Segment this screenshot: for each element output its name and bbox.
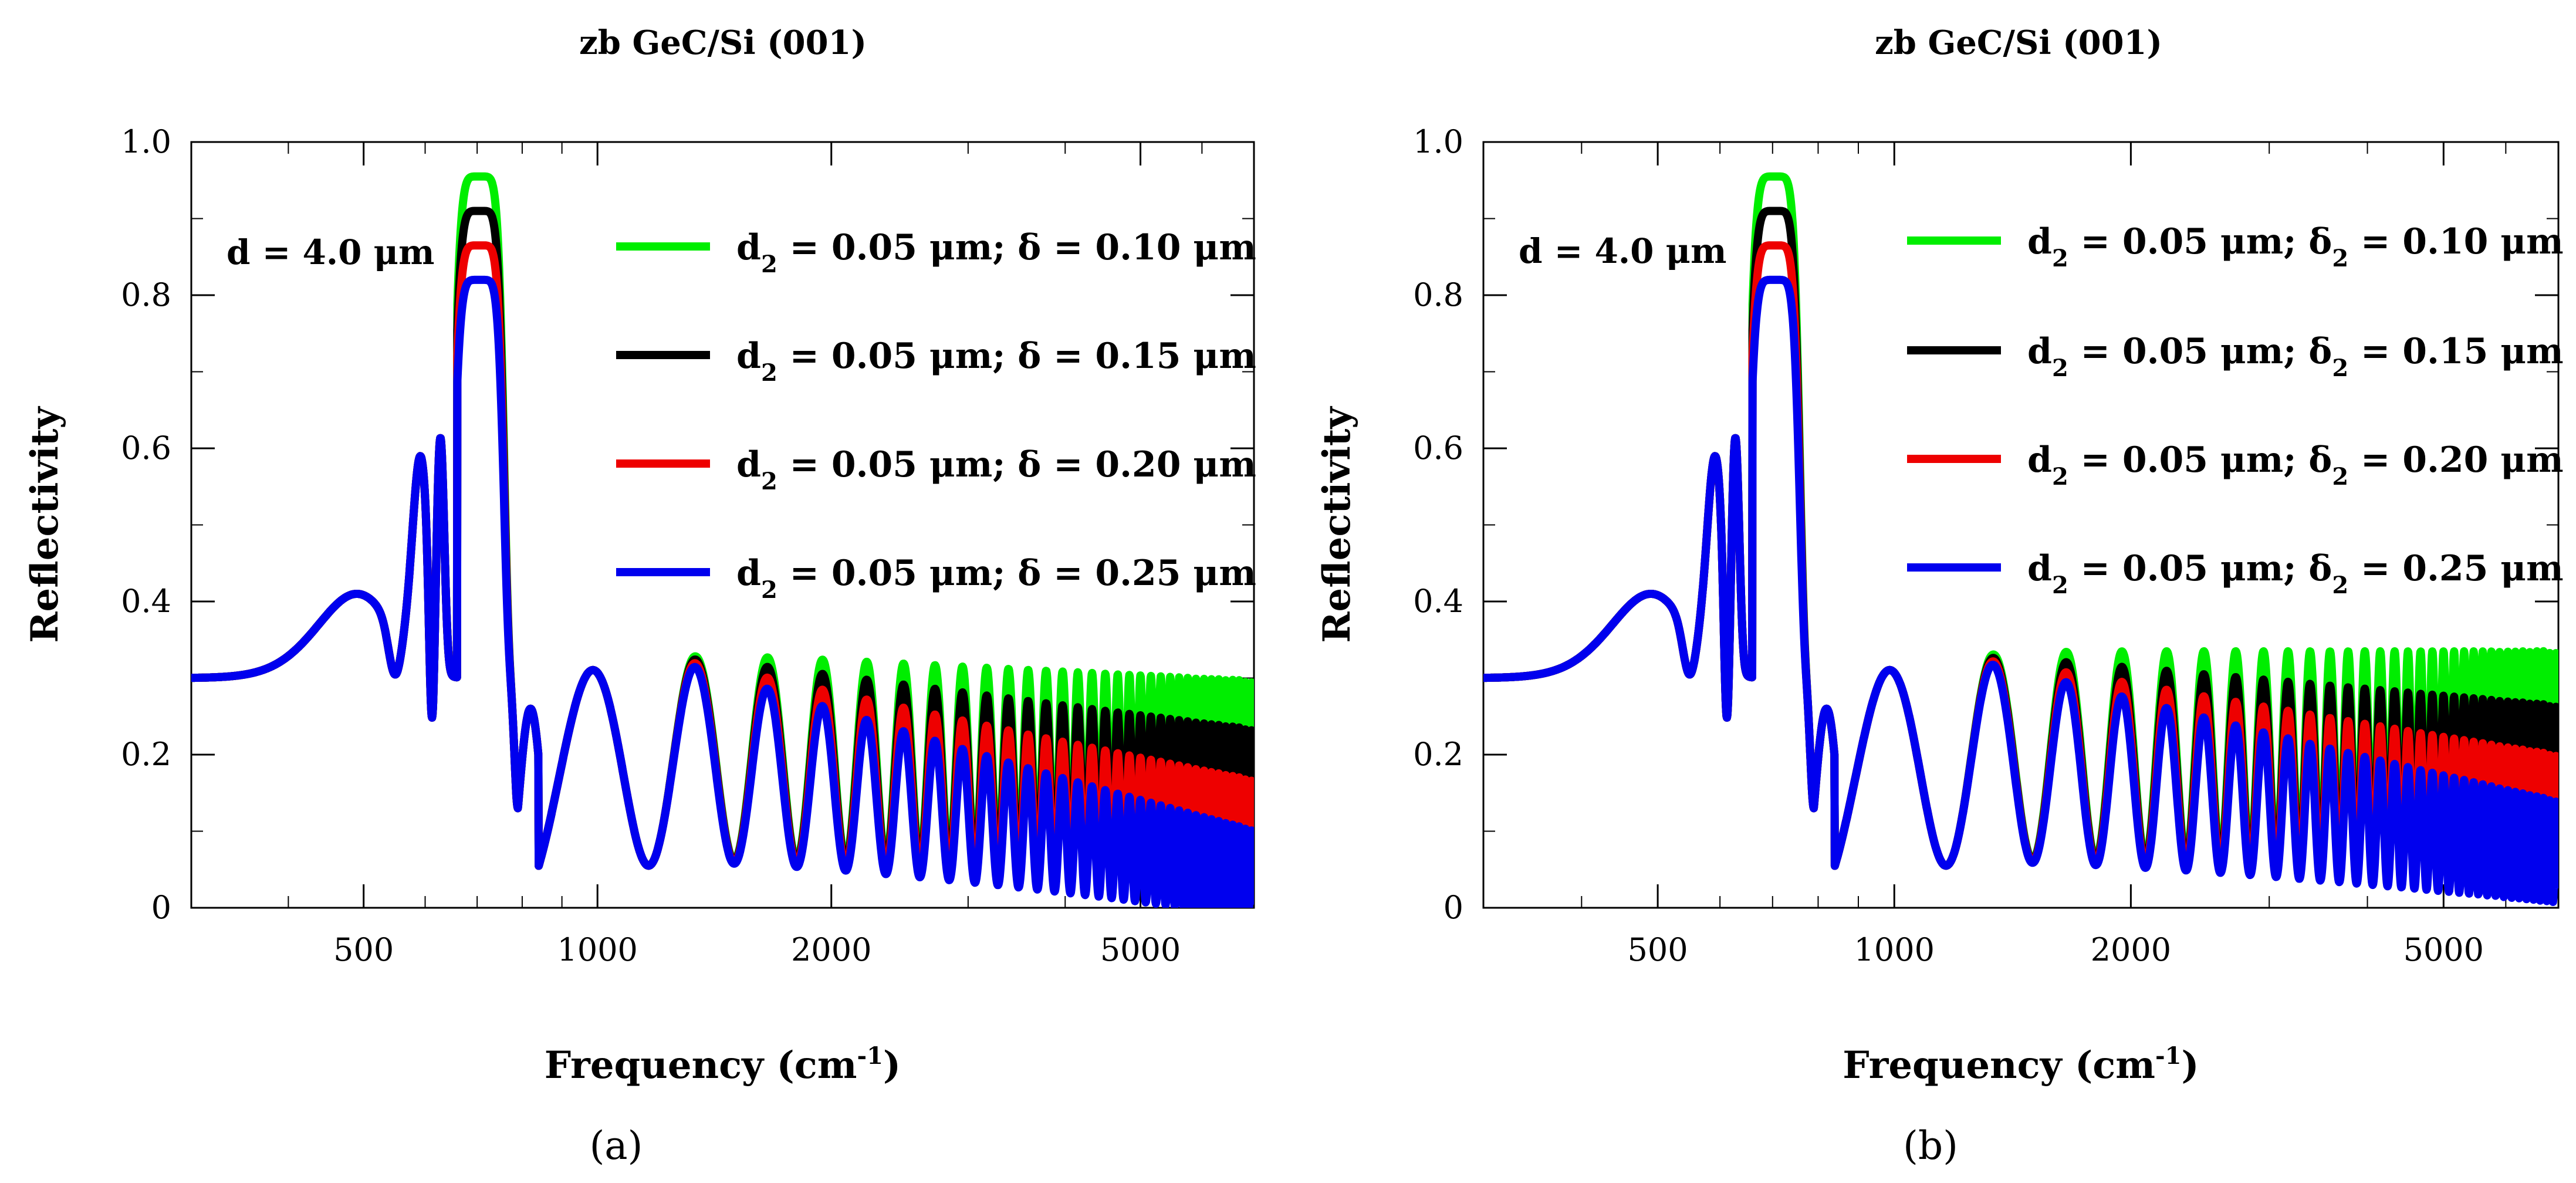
x-tick-label: 500 bbox=[1628, 931, 1688, 968]
y-axis-label: Reflectivity bbox=[23, 406, 67, 643]
y-tick-label: 1.0 bbox=[1413, 123, 1463, 160]
series-line bbox=[191, 275, 1254, 908]
y-tick-label: 0.2 bbox=[1413, 736, 1463, 773]
x-tick-label: 500 bbox=[333, 931, 394, 968]
thickness-annotation: d = 4.0 μm bbox=[1519, 231, 1726, 271]
chart-title: zb GeC/Si (001) bbox=[1875, 23, 2162, 62]
x-tick-label: 1000 bbox=[557, 931, 637, 968]
y-axis-label: Reflectivity bbox=[1315, 406, 1359, 643]
y-tick-label: 0.2 bbox=[121, 736, 171, 773]
x-tick-label: 5000 bbox=[1100, 931, 1181, 968]
legend-entry: d2 = 0.05 μm; δ = 0.25 μm bbox=[736, 553, 1256, 604]
legend-entry: d2 = 0.05 μm; δ2 = 0.15 μm bbox=[2027, 331, 2564, 382]
legend-entry: d2 = 0.05 μm; δ2 = 0.20 μm bbox=[2027, 440, 2564, 491]
legend-entry: d2 = 0.05 μm; δ2 = 0.25 μm bbox=[2027, 548, 2564, 599]
y-tick-label: 0.8 bbox=[1413, 276, 1463, 313]
y-tick-label: 0.6 bbox=[1413, 430, 1463, 467]
x-tick-label: 5000 bbox=[2403, 931, 2484, 968]
x-tick-label: 2000 bbox=[2091, 931, 2171, 968]
y-tick-label: 0.6 bbox=[121, 430, 171, 467]
chart-panel-a: zb GeC/Si (001) 0 0.2 0.4 0.6 0.8 1.0 500 1000 20… bbox=[23, 23, 1256, 1168]
chart-title: zb GeC/Si (001) bbox=[579, 23, 867, 62]
series-line bbox=[1483, 275, 2558, 906]
x-tick-label: 2000 bbox=[791, 931, 871, 968]
y-tick-label: 0 bbox=[1443, 889, 1463, 926]
panel-label: (b) bbox=[1903, 1123, 1958, 1168]
legend-entry: d2 = 0.05 μm; δ2 = 0.10 μm bbox=[2027, 221, 2564, 272]
y-tick-label: 0.4 bbox=[121, 583, 171, 620]
chart-panel-b: zb GeC/Si (001) 0 0.2 0.4 0.6 0.8 1.0 500 1000 20… bbox=[1315, 23, 2564, 1168]
y-tick-label: 0 bbox=[151, 889, 171, 926]
x-axis-label: Frequency (cm-1) bbox=[1843, 1042, 2199, 1087]
legend-entry: d2 = 0.05 μm; δ = 0.20 μm bbox=[736, 444, 1256, 495]
x-axis-label: Frequency (cm-1) bbox=[545, 1042, 901, 1087]
thickness-annotation: d = 4.0 μm bbox=[227, 232, 434, 272]
legend-entry: d2 = 0.05 μm; δ = 0.15 μm bbox=[736, 336, 1256, 387]
y-tick-label: 1.0 bbox=[121, 123, 171, 160]
legend-entry: d2 = 0.05 μm; δ = 0.10 μm bbox=[736, 227, 1256, 278]
y-tick-label: 0.4 bbox=[1413, 583, 1463, 620]
x-tick-label: 1000 bbox=[1854, 931, 1935, 968]
y-tick-label: 0.8 bbox=[121, 276, 171, 313]
panel-label: (a) bbox=[590, 1123, 643, 1168]
